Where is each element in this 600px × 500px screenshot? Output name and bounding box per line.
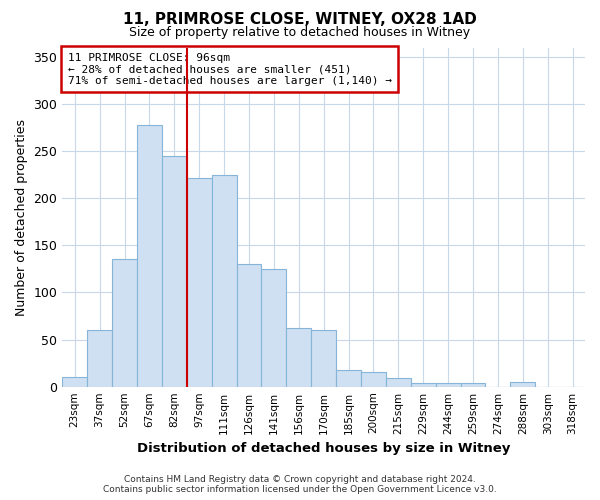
Bar <box>87 330 112 386</box>
Bar <box>436 383 461 386</box>
Bar <box>212 174 236 386</box>
Bar <box>112 260 137 386</box>
Bar <box>262 269 286 386</box>
Y-axis label: Number of detached properties: Number of detached properties <box>15 118 28 316</box>
Bar <box>411 383 436 386</box>
Text: 11 PRIMROSE CLOSE: 96sqm
← 28% of detached houses are smaller (451)
71% of semi-: 11 PRIMROSE CLOSE: 96sqm ← 28% of detach… <box>68 52 392 86</box>
Bar <box>461 383 485 386</box>
Bar <box>62 378 87 386</box>
Bar <box>236 264 262 386</box>
Bar <box>336 370 361 386</box>
Text: Size of property relative to detached houses in Witney: Size of property relative to detached ho… <box>130 26 470 39</box>
X-axis label: Distribution of detached houses by size in Witney: Distribution of detached houses by size … <box>137 442 511 455</box>
Bar <box>511 382 535 386</box>
Text: 11, PRIMROSE CLOSE, WITNEY, OX28 1AD: 11, PRIMROSE CLOSE, WITNEY, OX28 1AD <box>123 12 477 28</box>
Bar <box>286 328 311 386</box>
Bar <box>187 178 212 386</box>
Text: Contains HM Land Registry data © Crown copyright and database right 2024.
Contai: Contains HM Land Registry data © Crown c… <box>103 474 497 494</box>
Bar <box>162 156 187 386</box>
Bar <box>361 372 386 386</box>
Bar <box>311 330 336 386</box>
Bar <box>386 378 411 386</box>
Bar <box>137 125 162 386</box>
